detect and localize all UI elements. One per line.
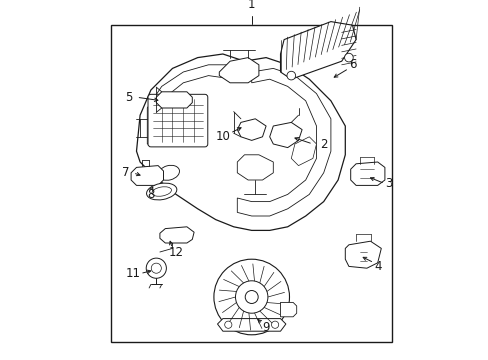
Polygon shape <box>237 155 273 180</box>
Text: 4: 4 <box>373 260 381 273</box>
Text: 2: 2 <box>319 138 327 150</box>
Text: 11: 11 <box>125 267 140 280</box>
Circle shape <box>146 258 166 278</box>
Text: 9: 9 <box>262 321 269 334</box>
Ellipse shape <box>158 165 179 180</box>
Ellipse shape <box>152 187 171 196</box>
Polygon shape <box>269 122 302 148</box>
Polygon shape <box>219 58 258 83</box>
Text: 7: 7 <box>122 166 129 179</box>
Text: 3: 3 <box>384 177 391 190</box>
FancyBboxPatch shape <box>148 94 207 147</box>
Polygon shape <box>280 302 296 317</box>
Circle shape <box>271 321 278 328</box>
Polygon shape <box>237 68 330 216</box>
Ellipse shape <box>146 183 177 200</box>
Polygon shape <box>131 166 163 185</box>
Polygon shape <box>147 65 233 144</box>
Polygon shape <box>136 54 345 230</box>
Bar <box>111 25 391 342</box>
Circle shape <box>286 71 295 80</box>
Text: 8: 8 <box>147 188 154 201</box>
Text: 12: 12 <box>168 246 183 258</box>
Text: 6: 6 <box>348 58 356 71</box>
Text: 10: 10 <box>215 130 230 143</box>
Circle shape <box>151 263 161 273</box>
Polygon shape <box>217 319 285 331</box>
Polygon shape <box>350 162 384 185</box>
Polygon shape <box>160 227 194 243</box>
Polygon shape <box>280 22 355 79</box>
Text: 1: 1 <box>247 0 255 11</box>
Circle shape <box>244 291 258 303</box>
Polygon shape <box>291 137 316 166</box>
Circle shape <box>224 321 231 328</box>
Polygon shape <box>237 119 265 140</box>
Polygon shape <box>345 241 381 268</box>
Circle shape <box>213 259 289 335</box>
Text: 5: 5 <box>125 91 133 104</box>
Circle shape <box>235 281 267 313</box>
Polygon shape <box>156 92 192 108</box>
Circle shape <box>344 53 352 62</box>
